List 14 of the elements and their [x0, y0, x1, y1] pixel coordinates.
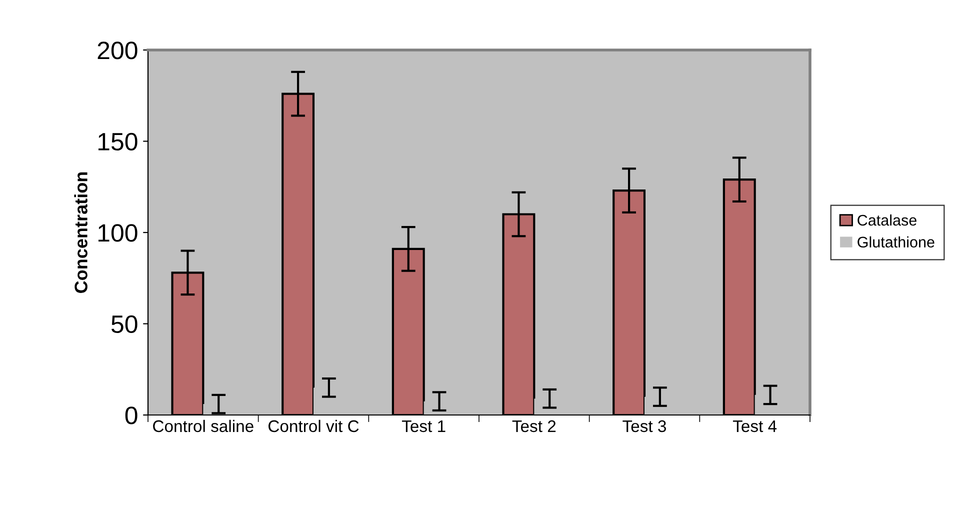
x-tick-label: Test 4	[732, 420, 777, 432]
y-axis-title: Concentration	[74, 172, 88, 293]
x-tick-label: Test 2	[512, 420, 556, 432]
legend-label: Catalase	[858, 214, 916, 226]
y-tick-label: 50	[111, 315, 138, 334]
x-tick-label: Control saline	[153, 420, 254, 432]
x-tick-label: Test 3	[622, 420, 666, 432]
x-tick-label: Control vit C	[268, 420, 359, 432]
y-tick-label: 200	[98, 42, 138, 60]
x-tick-label: Test 1	[402, 420, 446, 432]
legend-label: Glutathione	[858, 236, 934, 248]
y-tick-label: 150	[98, 132, 138, 151]
y-tick-label: 100	[98, 224, 138, 242]
y-tick-label: 0	[125, 406, 138, 424]
